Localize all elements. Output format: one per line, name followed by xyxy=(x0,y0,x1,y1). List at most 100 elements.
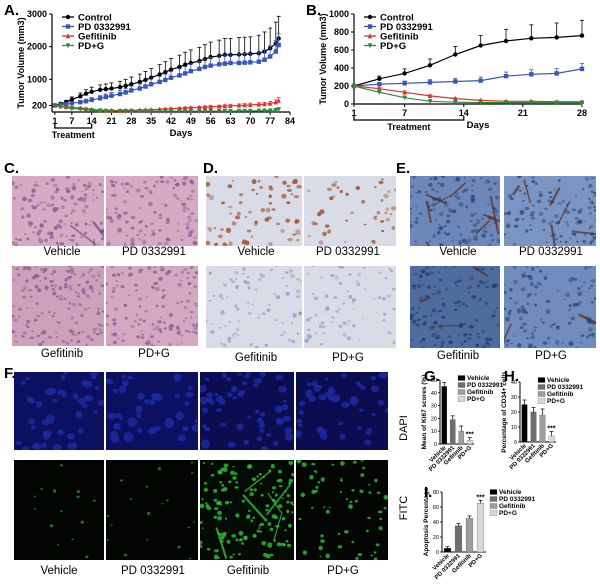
chart-a-legend-label: PD+G xyxy=(78,41,104,52)
chart-b-xtick-label: 14 xyxy=(459,108,469,118)
chart-g-legend-swatch xyxy=(457,396,466,402)
chart-a-point xyxy=(163,77,168,83)
chart-a-point xyxy=(97,96,103,101)
chart-a-xtick-label: 84 xyxy=(285,116,295,126)
chart-a-point xyxy=(129,82,134,87)
chart-a-xtick-label: 35 xyxy=(146,116,156,126)
caption-e-gefitinib: Gefitinib xyxy=(436,350,480,362)
panel-label-f: F. xyxy=(4,365,16,382)
chart-a-xtick-label: 1 xyxy=(52,116,57,126)
chart-a-point xyxy=(216,108,222,114)
micrograph-c-gefitinib xyxy=(12,266,104,346)
chart-h-bar xyxy=(530,411,537,443)
chart-h-ytick-label: 40 xyxy=(511,380,517,386)
micrograph-f-fitc-gefitinib xyxy=(200,460,294,560)
chart-a-point xyxy=(197,104,202,110)
chart-b-treatment-bracket xyxy=(353,116,465,121)
micrograph-f-fitc-pd-texture xyxy=(106,461,195,560)
chart-a-point xyxy=(83,99,89,104)
micrograph-d-pdg xyxy=(304,266,396,348)
chart-b-xlabel: Days xyxy=(467,120,490,131)
chart-a-point xyxy=(97,108,103,114)
chart-g-legend-label: Gefitinib xyxy=(467,389,493,396)
chart-b-point xyxy=(503,100,509,106)
caption-c-pd: PD 0332991 xyxy=(122,246,186,258)
chart-a-point xyxy=(163,69,168,75)
chart-i-bar xyxy=(465,518,474,553)
chart-b-legend-marker xyxy=(367,33,373,39)
chart-a-point xyxy=(222,103,228,109)
chart-b-ytick-label: 1000 xyxy=(329,9,349,19)
chart-g-legend-swatch xyxy=(457,382,466,388)
chart-a-point xyxy=(78,100,83,105)
chart-a-point xyxy=(182,71,188,76)
chart-a-point xyxy=(83,91,89,96)
chart-a-point xyxy=(177,73,182,78)
chart-b-point xyxy=(579,100,585,106)
chart-a-point xyxy=(248,108,253,114)
chart-b-point xyxy=(579,66,585,72)
chart-b-point xyxy=(402,89,407,95)
chart-b-point xyxy=(427,63,433,68)
chart-i-bar xyxy=(443,548,452,553)
micrograph-f-fitc-gefitinib-texture xyxy=(200,460,294,560)
chart-b-legend-marker xyxy=(367,24,373,29)
chart-a-xtick-label: 28 xyxy=(126,116,136,126)
chart-a-point xyxy=(262,101,267,107)
chart-a-point xyxy=(276,42,281,48)
chart-a-point xyxy=(168,108,174,114)
micrograph-c-vehicle-texture xyxy=(12,176,104,246)
chart-b-legend-label: PD 0332991 xyxy=(380,22,434,33)
chart-a-point xyxy=(117,91,123,97)
chart-b-point xyxy=(478,100,483,106)
chart-b-xtick-label: 7 xyxy=(402,108,407,118)
chart-b-legend-label: Control xyxy=(380,13,414,24)
chart-g-bar xyxy=(458,431,465,445)
chart-a-point xyxy=(137,108,143,114)
chart-a-point xyxy=(267,108,273,114)
chart-b-point xyxy=(427,99,433,104)
chart-a-point xyxy=(228,60,233,66)
chart-h-bar xyxy=(548,435,555,443)
micrograph-c-pdg-texture xyxy=(106,266,198,346)
chart-h-legend-label: PD 0332991 xyxy=(547,384,584,391)
chart-a-point xyxy=(103,94,109,100)
chart-a-point xyxy=(188,68,194,74)
micrograph-e-pdg-texture xyxy=(504,266,596,348)
micrograph-f-dapi-pdg xyxy=(296,372,388,450)
micrograph-d-pdg-texture xyxy=(304,266,396,346)
chart-a-point xyxy=(69,100,75,106)
chart-g-ylabel: Mean of Ki67 scores (%) xyxy=(421,375,428,450)
chart-b-xtick-label: 1 xyxy=(351,108,356,118)
chart-h-ytick-label: 0 xyxy=(514,440,517,446)
chart-g-legend-swatch xyxy=(457,389,466,395)
chart-a-treatment-label: Treatment xyxy=(52,130,95,140)
chart-a-point xyxy=(208,63,213,68)
chart-a-point xyxy=(157,108,162,114)
chart-a-point xyxy=(168,75,174,80)
micrograph-c-pd-texture xyxy=(106,176,198,246)
chart-a-point xyxy=(208,108,213,114)
chart-a-point xyxy=(89,97,94,103)
chart-g-ytick-label: 0 xyxy=(434,442,437,448)
chart-a-point xyxy=(69,106,75,112)
chart-a-xtick-label: 7 xyxy=(69,116,74,126)
micrograph-d-pd xyxy=(304,176,396,246)
panel-label-h: H. xyxy=(504,368,519,385)
chart-a-legend-marker xyxy=(65,24,71,29)
chart-a-xtick-label: 21 xyxy=(106,116,116,126)
chart-b-point xyxy=(478,78,483,83)
chart-a-legend-label: Control xyxy=(78,13,112,24)
chart-a-point xyxy=(143,108,148,114)
chart-a-xtick-label: 70 xyxy=(245,116,255,126)
chart-g-ytick-label: 30 xyxy=(431,404,437,410)
caption-d-vehicle: Vehicle xyxy=(237,246,275,258)
chart-h-legend-label: Gefitinib xyxy=(547,391,573,398)
chart-b-legend-marker xyxy=(367,43,373,49)
chart-a-point xyxy=(273,49,279,54)
chart-h-legend-label: Vehicle xyxy=(547,377,570,384)
caption-c-vehicle: Vehicle xyxy=(43,246,81,258)
chart-a-point xyxy=(109,93,114,98)
label-fitc: FITC xyxy=(398,495,410,521)
chart-b-point xyxy=(478,43,483,48)
